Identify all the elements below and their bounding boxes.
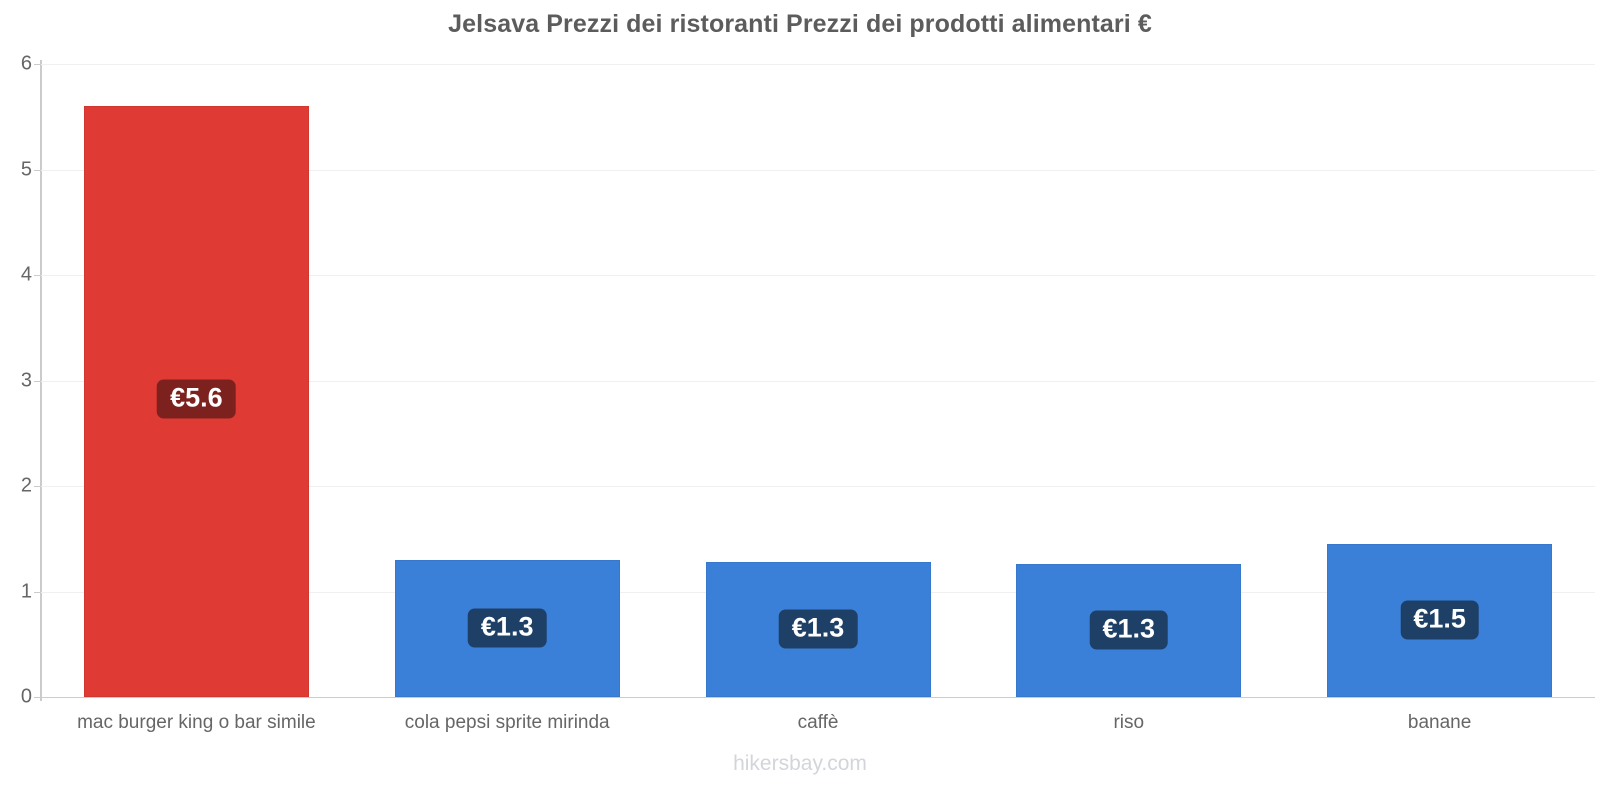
gridline xyxy=(41,169,1595,171)
gridline xyxy=(41,275,1595,276)
bar-value-label: €1.3 xyxy=(778,609,858,649)
y-axis-tick-mark xyxy=(34,275,41,276)
x-axis-category-label: riso xyxy=(1113,712,1145,733)
bar-value-label: €1.3 xyxy=(467,608,547,648)
y-axis-tick-label: 6 xyxy=(20,52,32,75)
x-axis-category-label: banane xyxy=(1407,712,1472,733)
y-axis-tick-label: 0 xyxy=(20,685,32,708)
y-axis-tick-mark xyxy=(34,169,41,171)
plot-area: €5.6 €1.3 €1.3 €1.3 €1.5 xyxy=(41,64,1595,698)
y-axis-tick-label: 4 xyxy=(20,263,32,286)
y-axis-tick-mark xyxy=(34,697,41,698)
bar-value-label: €5.6 xyxy=(157,379,236,419)
y-axis-tick-mark xyxy=(34,64,41,65)
x-axis-category-label: caffè xyxy=(797,712,839,733)
footer-source: hikersbay.com xyxy=(733,752,867,775)
gridline xyxy=(41,486,1595,487)
bar-value-label: €1.5 xyxy=(1400,600,1479,640)
x-axis-category-label: cola pepsi sprite mirinda xyxy=(404,712,610,733)
gridline xyxy=(41,380,1595,382)
y-axis-tick-mark xyxy=(34,591,41,593)
x-axis-category-label: mac burger king o bar simile xyxy=(77,712,316,733)
y-axis-tick-label: 1 xyxy=(20,580,32,602)
bar-value-label: €1.3 xyxy=(1089,610,1169,650)
gridline xyxy=(41,64,1595,65)
y-axis-tick-label: 5 xyxy=(20,158,32,180)
gridline xyxy=(41,697,1595,698)
y-axis-tick-label: 2 xyxy=(20,474,32,497)
y-axis-tick-mark xyxy=(34,486,41,487)
y-axis-tick-label: 3 xyxy=(20,369,32,391)
y-axis-tick-labels: 0 1 2 3 4 5 6 xyxy=(0,0,41,800)
y-axis-tick-mark xyxy=(34,380,41,382)
chart-title: Jelsava Prezzi dei ristoranti Prezzi dei… xyxy=(448,10,1152,38)
